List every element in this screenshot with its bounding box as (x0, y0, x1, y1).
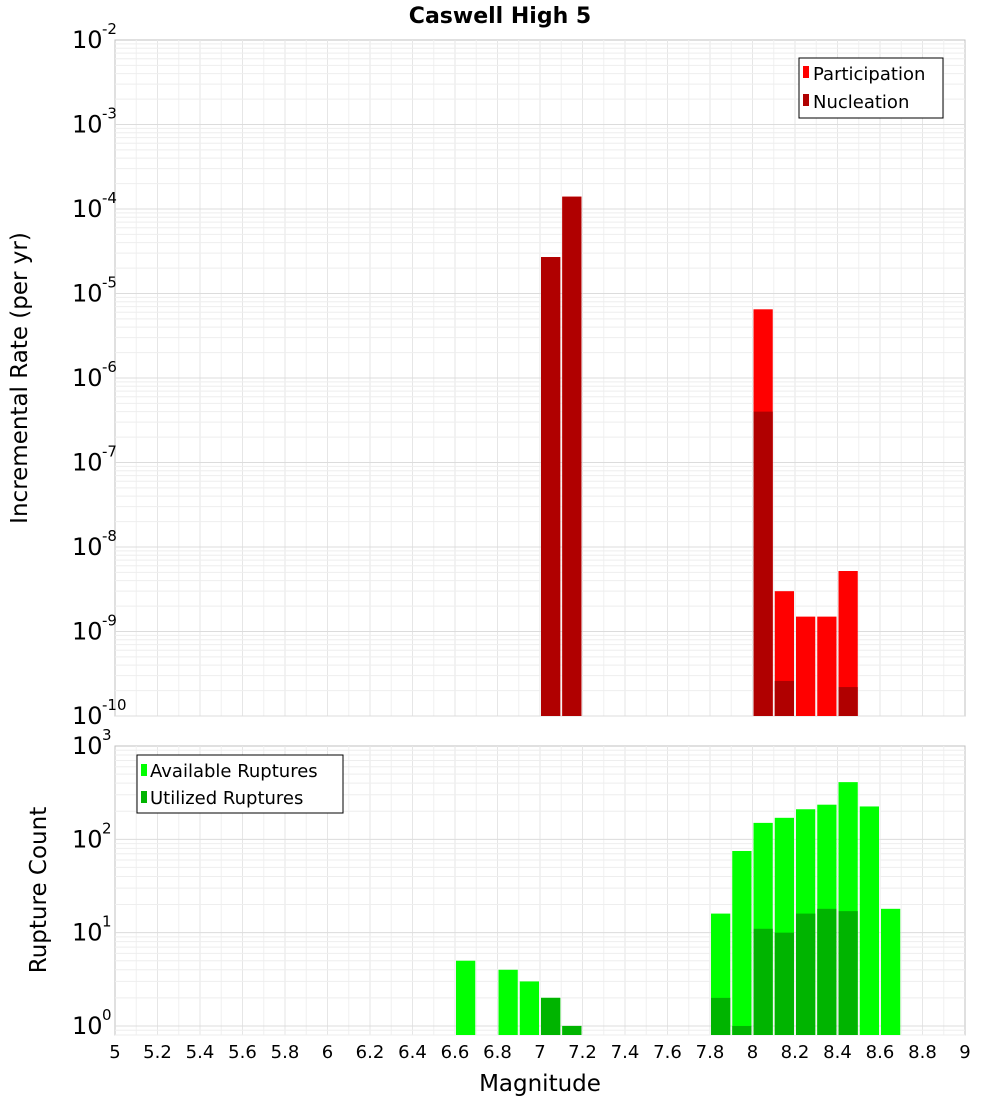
bottom-utilized-ruptures-bar (817, 908, 837, 1035)
top-grid (115, 40, 965, 717)
top-bars (541, 196, 858, 717)
chart-title: Caswell High 5 (409, 4, 591, 29)
x-tick-label: 7.8 (696, 1042, 725, 1063)
bottom-bars (456, 782, 901, 1035)
x-tick-label: 9 (959, 1042, 970, 1063)
y-tick-label: 10 (72, 364, 103, 392)
x-tick-label: 6.4 (398, 1042, 427, 1063)
y-tick-label: 10 (72, 195, 103, 223)
y-tick-label: 10 (72, 533, 103, 561)
y-tick-exponent: -8 (102, 527, 117, 545)
bottom-utilized-ruptures-bar (796, 913, 816, 1035)
x-tick-label: 7 (534, 1042, 545, 1063)
legend-label-participation: Participation (813, 64, 925, 85)
bottom-utilized-ruptures-bar (711, 997, 731, 1035)
x-tick-label: 6.2 (356, 1042, 385, 1063)
x-tick-label: 6.8 (483, 1042, 512, 1063)
y-tick-label: 10 (72, 280, 103, 308)
y-tick-exponent: 2 (102, 819, 112, 837)
legend-label-nucleation: Nucleation (813, 92, 909, 113)
bottom-utilized-ruptures-bar (562, 1025, 582, 1035)
x-tick-label: 8 (747, 1042, 758, 1063)
bottom-available-ruptures-bar (881, 908, 901, 1035)
y-tick-exponent: 3 (102, 726, 112, 744)
y-tick-exponent: -10 (102, 696, 127, 714)
x-tick-label: 5.8 (271, 1042, 300, 1063)
x-tick-label: 8.8 (908, 1042, 937, 1063)
bottom-y-axis-label: Rupture Count (26, 807, 52, 973)
x-tick-label: 6.6 (441, 1042, 470, 1063)
bottom-available-ruptures-bar (498, 969, 518, 1035)
x-tick-label: 5 (109, 1042, 120, 1063)
x-tick-label: 5.4 (186, 1042, 215, 1063)
top-participation-bar (838, 570, 858, 716)
bottom-available-ruptures-bar (859, 806, 879, 1035)
y-tick-label: 10 (72, 618, 103, 646)
legend-label-available-ruptures: Available Ruptures (150, 761, 318, 782)
y-tick-exponent: 1 (102, 913, 112, 931)
bottom-legend-box (136, 754, 344, 814)
x-tick-label: 8.2 (781, 1042, 810, 1063)
x-ticks: 5 5.2 5.4 5.6 5.8 6 6.2 6.4 6.6 6.8 7 7.2 7.4 7.6 7.8 8… (109, 1042, 970, 1063)
y-tick-exponent: -6 (102, 358, 117, 376)
x-tick-label: 5.6 (228, 1042, 257, 1063)
y-tick-exponent: -9 (102, 612, 117, 630)
bottom-utilized-ruptures-bar (732, 1025, 752, 1035)
x-tick-label: 8.4 (823, 1042, 852, 1063)
y-tick-exponent: -3 (102, 105, 117, 123)
y-tick-label: 10 (72, 702, 103, 730)
legend-swatch-nucleation (803, 94, 809, 106)
top-legend: Participation Nucleation (798, 57, 944, 119)
top-y-axis-label: Incremental Rate (per yr) (7, 232, 33, 524)
y-tick-exponent: -4 (102, 189, 117, 207)
bottom-available-ruptures-bar (519, 981, 539, 1035)
x-tick-label: 7.4 (611, 1042, 640, 1063)
y-tick-exponent: -2 (102, 20, 117, 38)
x-tick-label: 6 (322, 1042, 333, 1063)
legend-label-utilized-ruptures: Utilized Ruptures (150, 788, 303, 809)
x-tick-label: 8.6 (866, 1042, 895, 1063)
y-tick-exponent: -5 (102, 274, 117, 292)
top-nucleation-bar (838, 687, 858, 716)
y-tick-label: 10 (72, 111, 103, 139)
x-axis-label: Magnitude (479, 1071, 601, 1097)
x-tick-label: 5.2 (143, 1042, 172, 1063)
y-tick-exponent: -7 (102, 443, 117, 461)
top-participation-bar (817, 616, 837, 716)
bottom-available-ruptures-bar (456, 960, 476, 1035)
y-tick-label: 10 (72, 26, 103, 54)
y-tick-label: 10 (72, 825, 103, 853)
y-tick-exponent: 0 (102, 1006, 112, 1024)
top-nucleation-bar (562, 196, 582, 717)
x-tick-label: 7.2 (568, 1042, 597, 1063)
y-tick-label: 10 (72, 919, 103, 947)
x-tick-label: 7.6 (653, 1042, 682, 1063)
bottom-available-ruptures-bar (732, 850, 752, 1035)
bottom-utilized-ruptures-bar (774, 932, 794, 1035)
y-tick-label: 10 (72, 732, 103, 760)
bottom-utilized-ruptures-bar (541, 997, 561, 1035)
bottom-utilized-ruptures-bar (753, 928, 773, 1035)
y-tick-label: 10 (72, 449, 103, 477)
top-nucleation-bar (541, 257, 561, 716)
legend-swatch-utilized-ruptures (141, 791, 147, 803)
top-nucleation-bar (774, 680, 794, 716)
legend-swatch-available-ruptures (141, 764, 147, 776)
legend-swatch-participation (803, 66, 809, 78)
bottom-legend: Available Ruptures Utilized Ruptures (136, 754, 344, 814)
top-legend-box (798, 57, 944, 119)
top-participation-bar (796, 616, 816, 716)
bottom-utilized-ruptures-bar (838, 911, 858, 1035)
y-tick-label: 10 (72, 1012, 103, 1040)
top-nucleation-bar (753, 411, 773, 716)
